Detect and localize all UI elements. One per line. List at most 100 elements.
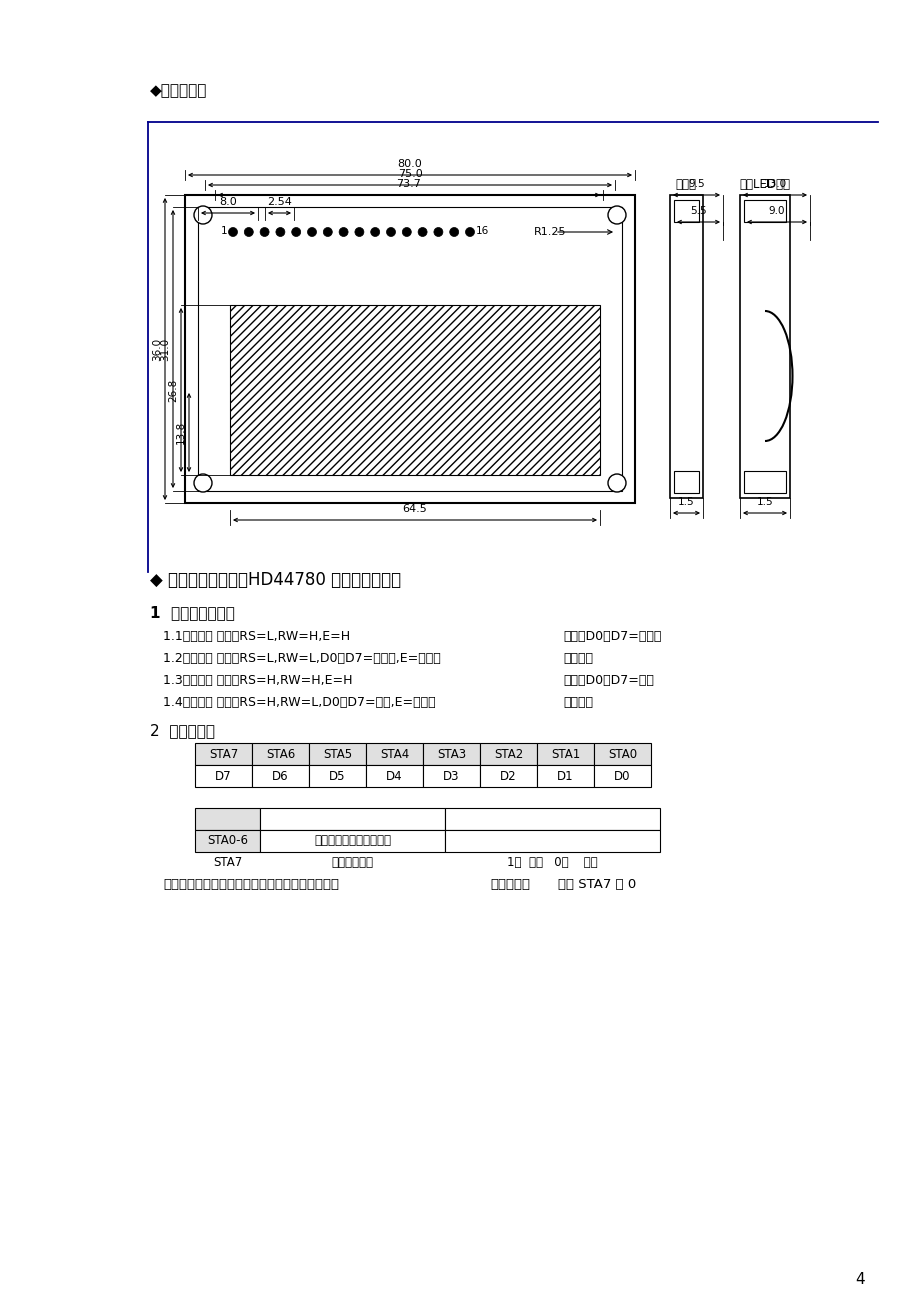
Bar [594, 766, 651, 786]
Text: D6: D6 [272, 769, 289, 783]
Circle shape [434, 228, 442, 237]
Text: 75.0: 75.0 [397, 169, 422, 178]
Text: 输出：无: 输出：无 [562, 697, 593, 710]
Bar [198, 207, 621, 491]
Circle shape [260, 228, 269, 237]
Text: STA6: STA6 [266, 747, 295, 760]
Text: 1: 1 [221, 227, 227, 236]
Bar [480, 743, 537, 766]
Text: 1.2写指令： 输入：RS=L,RW=L,D0～D7=指令码,E=高脉冲: 1.2写指令： 输入：RS=L,RW=L,D0～D7=指令码,E=高脉冲 [163, 652, 440, 665]
Circle shape [291, 228, 301, 237]
Circle shape [465, 228, 474, 237]
Text: 9.5: 9.5 [687, 178, 704, 189]
Text: 5.5: 5.5 [689, 206, 706, 216]
Bar [445, 809, 659, 829]
Bar [674, 471, 698, 493]
Text: 输出：无: 输出：无 [562, 652, 593, 665]
Text: D2: D2 [500, 769, 516, 783]
Circle shape [417, 228, 426, 237]
Text: STA4: STA4 [380, 747, 409, 760]
Text: 底部LED背光: 底部LED背光 [739, 178, 789, 191]
Bar [594, 743, 651, 766]
Bar [537, 766, 594, 786]
Text: ◆ 控制器接口说明（HD44780 及兼容芯片）：: ◆ 控制器接口说明（HD44780 及兼容芯片）： [150, 572, 401, 589]
Text: STA0-6: STA0-6 [207, 835, 248, 848]
Text: STA5: STA5 [323, 747, 352, 760]
Circle shape [386, 228, 395, 237]
Text: 1.5: 1.5 [755, 497, 773, 506]
Bar [480, 766, 537, 786]
Bar [260, 829, 445, 852]
Text: STA0: STA0 [607, 747, 636, 760]
Text: 36.0: 36.0 [152, 337, 162, 361]
Text: D0: D0 [614, 769, 630, 783]
Bar [739, 195, 789, 497]
Circle shape [307, 228, 316, 237]
Text: 16: 16 [475, 227, 489, 236]
Text: 73.7: 73.7 [396, 178, 421, 189]
Text: STA2: STA2 [494, 747, 523, 760]
Text: D5: D5 [329, 769, 346, 783]
Circle shape [276, 228, 285, 237]
Text: ◆外形尺寸：: ◆外形尺寸： [150, 83, 207, 98]
Bar [743, 471, 785, 493]
Text: 读写检测，: 读写检测， [490, 878, 529, 891]
Text: 13.8: 13.8 [176, 421, 186, 444]
Bar [309, 766, 366, 786]
Bar [260, 809, 445, 829]
Circle shape [323, 228, 332, 237]
Text: 13.0: 13.0 [763, 178, 786, 189]
Text: D1: D1 [557, 769, 573, 783]
Bar [366, 743, 423, 766]
Text: 无背光: 无背光 [675, 178, 696, 191]
Bar [195, 829, 260, 852]
Bar [195, 766, 252, 786]
Circle shape [339, 228, 347, 237]
Bar [252, 743, 309, 766]
Text: 确保 STA7 为 0: 确保 STA7 为 0 [558, 878, 636, 891]
Bar [423, 766, 480, 786]
Text: 1.1读状态： 输入：RS=L,RW=H,E=H: 1.1读状态： 输入：RS=L,RW=H,E=H [163, 630, 350, 643]
Bar [537, 743, 594, 766]
Bar [366, 766, 423, 786]
Text: 2  状态字说明: 2 状态字说明 [150, 723, 215, 738]
Text: 当前数据地址指针的数値: 当前数据地址指针的数値 [313, 835, 391, 848]
Text: 8.0: 8.0 [219, 197, 236, 207]
Bar [230, 305, 599, 475]
Text: 1：  禁止   0：    允许: 1： 禁止 0： 允许 [506, 857, 597, 870]
Text: 读写操作使能: 读写操作使能 [331, 857, 373, 870]
Circle shape [355, 228, 364, 237]
Text: STA1: STA1 [550, 747, 580, 760]
Text: 1.4写数据： 输入：RS=H,RW=L,D0～D7=数据,E=高脉冲: 1.4写数据： 输入：RS=H,RW=L,D0～D7=数据,E=高脉冲 [163, 697, 436, 710]
Text: 64.5: 64.5 [403, 504, 427, 514]
Text: 1.5: 1.5 [677, 497, 694, 506]
Text: 1.3读数据： 输入：RS=H,RW=H,E=H: 1.3读数据： 输入：RS=H,RW=H,E=H [163, 674, 352, 687]
Text: 注：对控制器每次进行读写操作之前，都必须进行: 注：对控制器每次进行读写操作之前，都必须进行 [163, 878, 338, 891]
Bar [423, 743, 480, 766]
Text: 1  基本操作时序：: 1 基本操作时序： [150, 605, 234, 620]
Bar [252, 766, 309, 786]
Text: R1.25: R1.25 [533, 227, 566, 237]
Text: STA7: STA7 [212, 857, 242, 870]
Text: 9.0: 9.0 [768, 206, 785, 216]
Text: 4: 4 [855, 1272, 864, 1286]
Text: STA7: STA7 [209, 747, 238, 760]
Circle shape [607, 474, 625, 492]
Circle shape [244, 228, 253, 237]
Circle shape [402, 228, 411, 237]
Bar [195, 743, 252, 766]
Text: 26.8: 26.8 [168, 379, 177, 401]
Bar [743, 201, 785, 223]
Circle shape [607, 206, 625, 224]
Text: 输出：D0～D7=数据: 输出：D0～D7=数据 [562, 674, 653, 687]
Text: D3: D3 [443, 769, 460, 783]
Text: 2.54: 2.54 [267, 197, 291, 207]
Text: D4: D4 [386, 769, 403, 783]
Text: STA3: STA3 [437, 747, 466, 760]
Text: 80.0: 80.0 [397, 159, 422, 169]
Text: 输出：D0～D7=状态字: 输出：D0～D7=状态字 [562, 630, 661, 643]
Circle shape [449, 228, 459, 237]
Bar [185, 195, 634, 503]
Text: D7: D7 [215, 769, 232, 783]
Circle shape [370, 228, 380, 237]
